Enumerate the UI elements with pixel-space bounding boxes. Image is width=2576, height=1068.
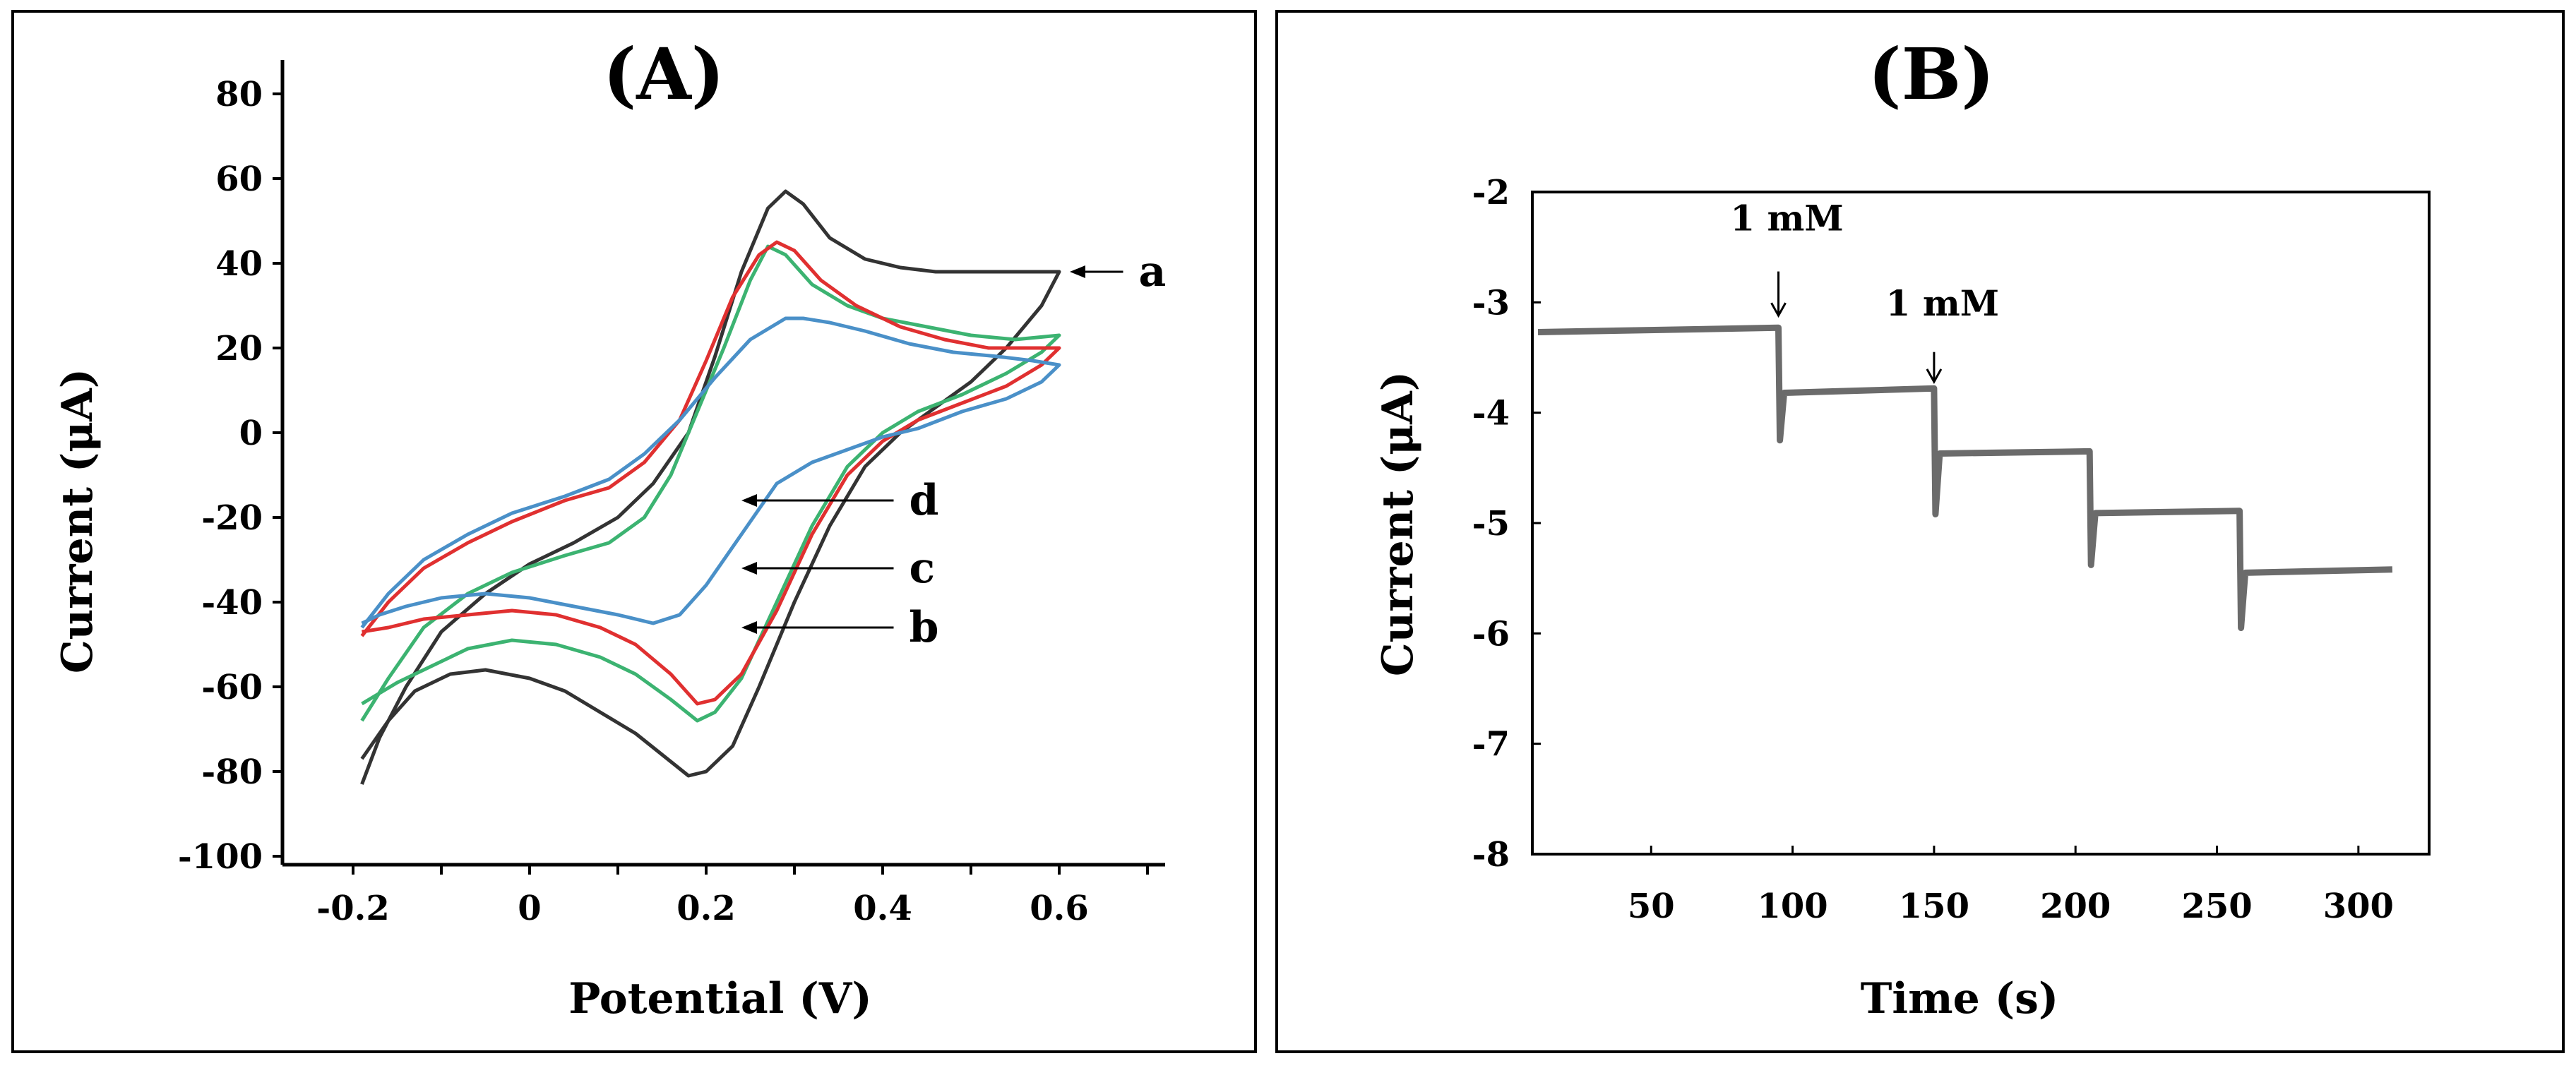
- panel-a-plot-area: 80 60 40 20 0 -20 -40 -60 -80 -100 -0.2 0 0.2 0.4 0.6 a…: [178, 60, 1167, 928]
- panel-a-x-tick-label: 0.2: [676, 889, 736, 928]
- panel-a-y-tick-label: 80: [215, 75, 263, 114]
- panel-a-y-tick-label: 40: [215, 244, 263, 284]
- curve-label-c: c: [910, 544, 936, 593]
- panel-b-label: (B): [1868, 32, 1994, 116]
- cv-curve-d: [360, 316, 1061, 629]
- panel-b-y-tick-label: -3: [1472, 283, 1510, 323]
- panel-b-x-tick-label: 250: [2181, 887, 2252, 926]
- panel-a-y-tick-label: -20: [201, 498, 263, 538]
- panel-a-y-tick-label: 0: [239, 414, 263, 453]
- panel-b-y-tick-label: -5: [1472, 504, 1510, 544]
- panel-a-label: (A): [603, 32, 724, 116]
- panel-a: (A) Potential (V) Current (μA) 80 60 40 20 0…: [11, 10, 1257, 1053]
- panel-a-x-tick-label: 0.4: [853, 889, 912, 928]
- panel-a-x-axis-title: Potential (V): [568, 974, 871, 1024]
- panel-b-y-tick-label: -7: [1472, 725, 1510, 764]
- panel-b-y-tick-label: -4: [1472, 394, 1510, 433]
- panel-b-border: [1275, 10, 2565, 1053]
- panel-b: (B) Time (s) Current (μA) -2 -3 -4 -5 -6 -7 -8…: [1275, 10, 2565, 1053]
- panel-a-border: [11, 10, 1257, 1053]
- panel-b-y-axis-title: Current (μA): [1373, 371, 1423, 676]
- panel-b-y-tick-label: -6: [1472, 614, 1510, 654]
- amperometric-trace: [1537, 324, 2393, 631]
- panel-b-x-tick-label: 150: [1899, 887, 1969, 926]
- panel-b-x-tick-label: 200: [2040, 887, 2111, 926]
- panel-b-y-tick-label: -8: [1472, 835, 1510, 875]
- panel-a-y-tick-label: 60: [215, 160, 263, 199]
- panel-a-y-tick-label: -100: [178, 837, 263, 877]
- panel-a-y-tick-label: 20: [215, 329, 263, 368]
- injection-arrowhead: [1770, 302, 1787, 318]
- panel-a-x-tick-label: 0.6: [1030, 889, 1089, 928]
- cv-curve-a: [360, 189, 1061, 785]
- injection-annotation-label: 1 mM: [1730, 198, 1843, 239]
- panel-a-x-tick-label: 0: [518, 889, 541, 928]
- curve-label-b: b: [910, 603, 939, 652]
- curve-label-arrowhead: [741, 562, 757, 575]
- curve-label-arrowhead: [741, 621, 757, 634]
- injection-arrowhead: [1926, 368, 1943, 384]
- panel-b-x-tick-label: 300: [2323, 887, 2394, 926]
- panel-b-x-tick-label: 100: [1757, 887, 1827, 926]
- panel-a-y-axis-title: Current (μA): [53, 368, 102, 673]
- panel-a-x-tick-label: -0.2: [316, 889, 389, 928]
- panel-a-y-tick-label: -80: [201, 752, 263, 792]
- cv-curve-c: [360, 240, 1061, 706]
- panel-b-x-tick-label: 50: [1628, 887, 1675, 926]
- panel-b-y-tick-label: -2: [1472, 173, 1510, 212]
- cv-curve-b: [360, 244, 1061, 723]
- curve-label-arrowhead: [1070, 265, 1085, 278]
- panel-b-plot-area: -2 -3 -4 -5 -6 -7 -8 50 100 150 200 250 300 1 mM 1 mM: [1472, 173, 2431, 926]
- curve-label-arrowhead: [741, 494, 757, 507]
- panel-a-y-tick-label: -40: [201, 583, 263, 623]
- panel-a-y-tick-label: -60: [201, 668, 263, 707]
- curve-label-d: d: [910, 476, 939, 525]
- injection-annotation-label: 1 mM: [1886, 282, 1999, 324]
- curve-label-a: a: [1139, 247, 1167, 296]
- panel-b-x-axis-title: Time (s): [1861, 974, 2059, 1024]
